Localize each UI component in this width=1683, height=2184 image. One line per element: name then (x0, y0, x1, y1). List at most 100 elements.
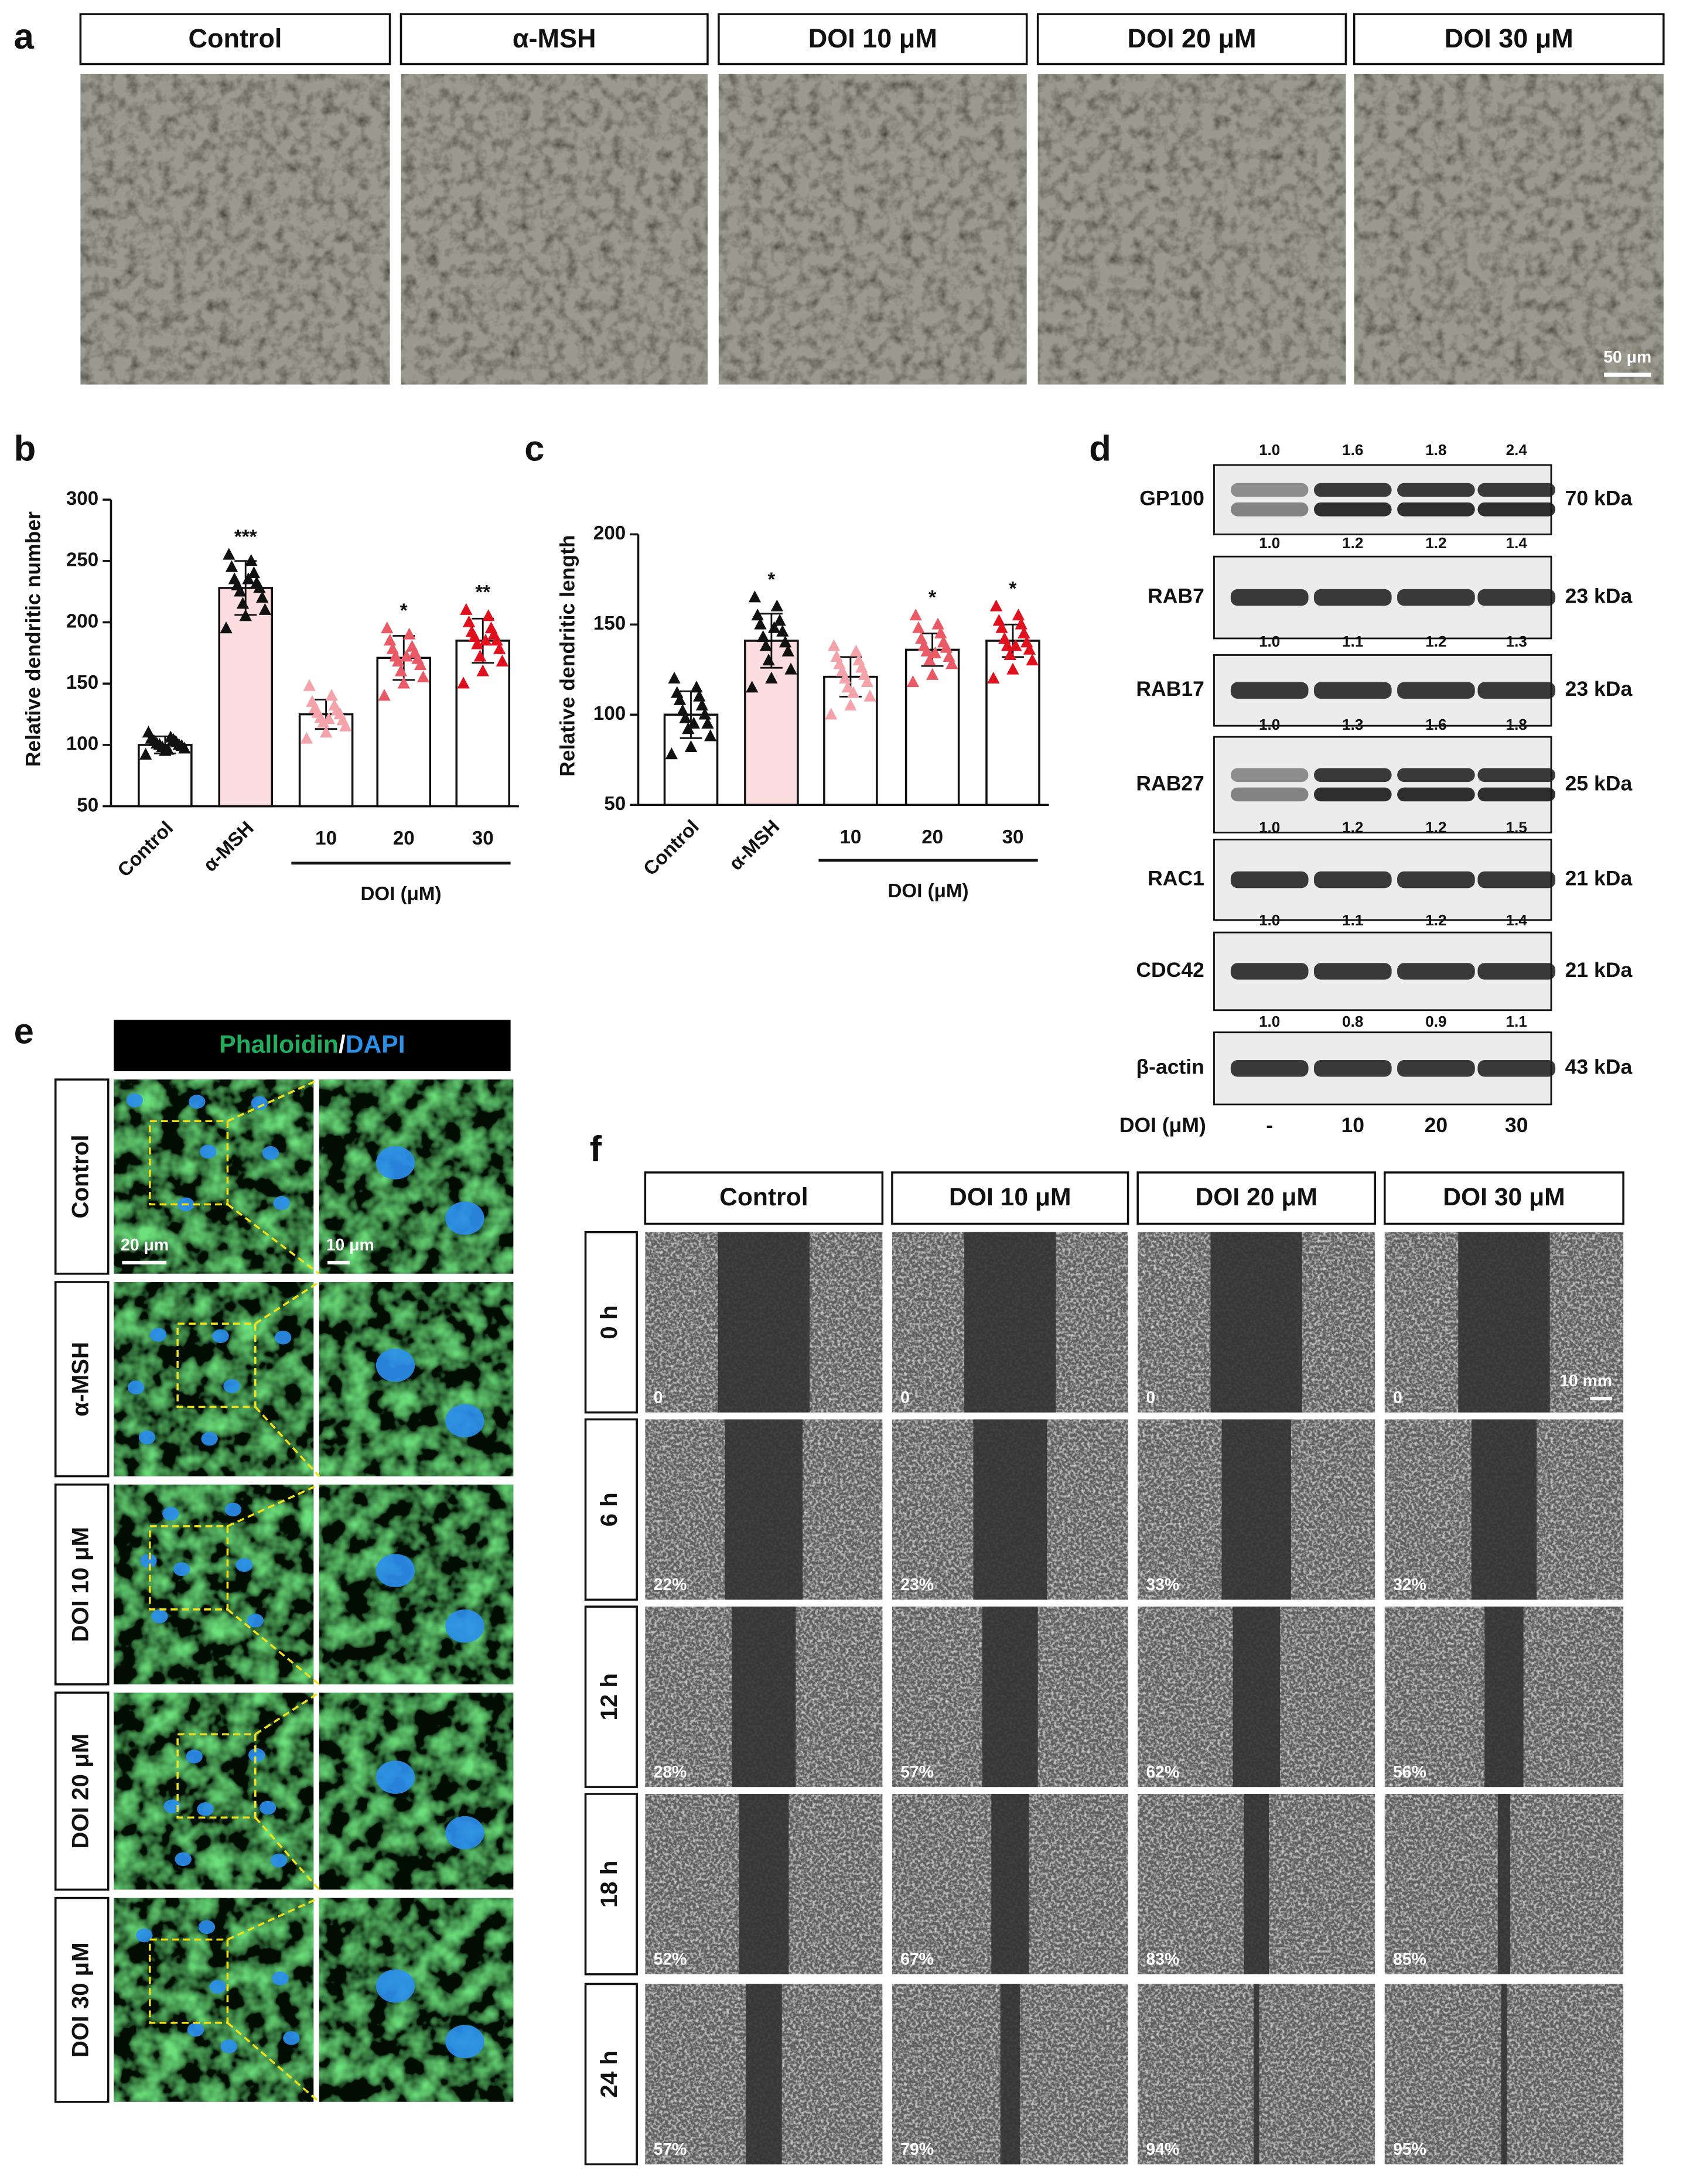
scratch-gap (982, 1607, 1038, 1787)
group-label: DOI (μM) (360, 883, 441, 905)
zoom-line (254, 1281, 320, 1325)
scratch-gap (746, 1984, 782, 2165)
data-point (414, 658, 427, 671)
data-point (394, 664, 408, 676)
nucleus (224, 1502, 242, 1517)
closure-label: 57% (900, 1763, 934, 1782)
data-point (462, 615, 476, 627)
data-point (759, 639, 773, 651)
scratch-gap (1458, 1232, 1550, 1413)
panel-label: d (1089, 429, 1111, 469)
nucleus (273, 1196, 291, 1210)
band-ratio: 0.8 (1342, 1013, 1363, 1030)
significance-label: * (767, 569, 775, 590)
column-header-box (79, 13, 391, 66)
data-point (989, 599, 1003, 611)
data-point (245, 553, 258, 566)
data-point (852, 654, 865, 666)
closure-label: 0 (654, 1388, 663, 1407)
data-point (417, 670, 430, 683)
row-label-box (584, 1793, 638, 1975)
y-tick-label: 100 (593, 703, 626, 724)
data-point (698, 708, 711, 720)
row-label-box (584, 1418, 638, 1601)
data-point (161, 743, 175, 755)
band-ratio: 1.8 (1425, 441, 1446, 459)
data-point (386, 642, 399, 654)
data-point (381, 621, 394, 634)
band (1397, 502, 1475, 517)
panel-label: b (14, 429, 36, 469)
data-point (457, 676, 470, 689)
nucleus (247, 1614, 264, 1628)
band (1230, 787, 1309, 802)
data-point (693, 689, 706, 702)
bar (218, 587, 274, 808)
x-tick-label: 20 (393, 828, 415, 849)
stain-name: DAPI (346, 1031, 405, 1059)
zoom-line (254, 1406, 320, 1477)
band-ratio: 1.3 (1506, 633, 1527, 650)
row-label: 18 h (596, 1861, 622, 1908)
band (1230, 871, 1309, 888)
closure-label: 85% (1393, 1950, 1426, 1969)
closure-label: 22% (654, 1575, 687, 1594)
nucleus (162, 1506, 179, 1521)
nucleus (189, 1095, 206, 1109)
molecular-weight: 43 kDa (1565, 1055, 1633, 1079)
protein-name: CDC42 (1136, 958, 1204, 982)
data-point (490, 634, 503, 646)
band (1313, 589, 1392, 606)
data-point (1003, 648, 1016, 660)
band-ratio: 1.0 (1259, 633, 1280, 650)
molecular-weight: 25 kDa (1565, 771, 1633, 795)
fluorescence-image (319, 1281, 514, 1476)
nucleus (283, 2031, 300, 2045)
band-ratio: 1.2 (1425, 633, 1446, 650)
column-header: DOI 20 μM (1195, 1183, 1317, 1211)
fluorescence-image (114, 1484, 314, 1684)
data-point (784, 662, 797, 675)
column-header-box (1036, 13, 1347, 66)
data-point (861, 675, 873, 688)
closure-label: 94% (1146, 2140, 1179, 2159)
data-point (827, 639, 841, 651)
data-point (671, 686, 684, 698)
data-point (931, 617, 944, 630)
scratch-gap (718, 1232, 810, 1413)
nucleus (140, 1554, 157, 1568)
band (1397, 768, 1475, 782)
data-point (781, 644, 794, 657)
band (1477, 589, 1556, 606)
data-point (383, 634, 397, 646)
closure-label: 28% (654, 1763, 687, 1782)
zoom-box (176, 1322, 257, 1408)
y-tick-label: 50 (77, 794, 98, 816)
row-label: Control (67, 1134, 93, 1218)
scale-bar-label: 10 μm (326, 1236, 374, 1255)
scratch-gap (1244, 1793, 1269, 1974)
stain-name: / (339, 1031, 346, 1059)
micrograph (1037, 74, 1346, 385)
closure-label: 95% (1393, 2140, 1426, 2159)
y-axis-title: Relative dendritic number (22, 511, 45, 767)
data-point (846, 686, 860, 698)
data-point (701, 716, 714, 729)
scratch-gap (991, 1793, 1029, 1974)
band-ratio: 1.0 (1259, 818, 1280, 836)
band (1230, 589, 1309, 606)
data-point (825, 708, 838, 720)
data-point (995, 621, 1008, 633)
zoom-box (176, 1733, 257, 1819)
data-point (836, 664, 849, 676)
nucleus (212, 1329, 229, 1344)
row-label-box (54, 1896, 110, 2103)
scratch-gap (1253, 1984, 1259, 2165)
protein-name: RAB27 (1136, 771, 1204, 795)
data-point (242, 572, 255, 585)
data-point (325, 689, 338, 701)
data-point (746, 681, 759, 693)
nucleus (173, 1562, 190, 1577)
data-point (1006, 662, 1019, 675)
